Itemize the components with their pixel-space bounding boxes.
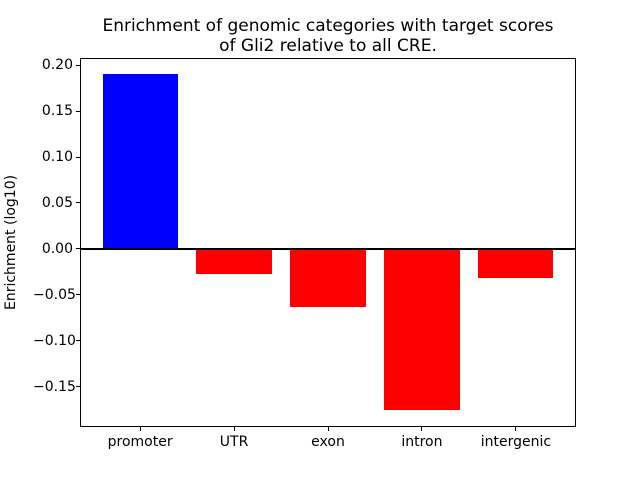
- x-tick-mark: [327, 427, 329, 432]
- x-tick-mark: [233, 427, 235, 432]
- x-tick-label-UTR: UTR: [219, 434, 249, 451]
- y-tick-mark: [76, 294, 80, 296]
- y-tick-label: −0.10: [33, 332, 76, 349]
- bar-intron: [384, 248, 460, 411]
- chart-title: Enrichment of genomic categories with ta…: [102, 16, 554, 56]
- x-tick-mark: [515, 427, 517, 432]
- x-tick-label-intron: intron: [401, 434, 443, 451]
- y-tick-mark: [76, 110, 80, 112]
- bar-exon: [290, 248, 366, 307]
- y-tick-label: 0.10: [41, 149, 73, 166]
- x-tick-label-promoter: promoter: [107, 434, 173, 451]
- y-tick-mark: [76, 64, 80, 66]
- zero-line: [80, 247, 576, 250]
- y-tick-label: 0.15: [41, 103, 73, 120]
- x-tick-label-exon: exon: [311, 434, 345, 451]
- y-tick-mark: [76, 202, 80, 204]
- bar-UTR: [196, 248, 272, 274]
- y-tick-mark: [76, 248, 80, 250]
- bar-promoter: [102, 74, 178, 249]
- x-tick-label-intergenic: intergenic: [480, 434, 552, 451]
- y-tick-mark: [76, 386, 80, 388]
- y-tick-label: −0.05: [33, 286, 76, 303]
- y-tick-label: −0.15: [33, 378, 76, 395]
- y-axis-label: Enrichment (log10): [3, 174, 19, 310]
- y-tick-label: 0.20: [41, 57, 73, 74]
- x-tick-mark: [421, 427, 423, 432]
- y-tick-label: 0.05: [41, 194, 73, 211]
- bar-intergenic: [478, 248, 554, 279]
- y-tick-label: 0.00: [41, 240, 73, 257]
- y-tick-mark: [76, 340, 80, 342]
- y-tick-mark: [76, 156, 80, 158]
- x-tick-mark: [139, 427, 141, 432]
